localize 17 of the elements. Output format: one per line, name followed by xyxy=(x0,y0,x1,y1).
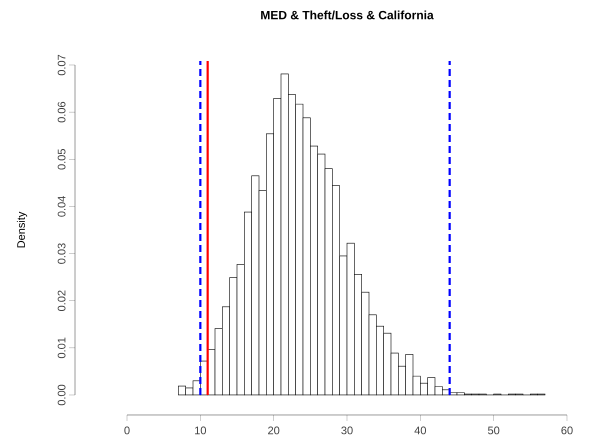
y-tick-label: 0.06 xyxy=(58,102,66,122)
x-tick-label: 20 xyxy=(268,426,280,434)
x-tick-label: 60 xyxy=(561,426,573,434)
chart-title: MED & Theft/Loss & California xyxy=(261,10,434,20)
y-tick-label: 0.00 xyxy=(58,384,66,406)
y-axis-title: Density xyxy=(16,212,28,248)
y-tick-label: 0.01 xyxy=(58,338,66,358)
x-tick-label: 50 xyxy=(488,426,500,434)
y-tick-label: 0.05 xyxy=(58,149,66,170)
y-tick-label: 0.04 xyxy=(58,196,66,217)
y-tick-label: 0.02 xyxy=(58,290,66,311)
x-tick-label: 10 xyxy=(195,426,206,434)
x-tick-label: 40 xyxy=(414,426,426,434)
y-tick-label: 0.07 xyxy=(58,54,66,76)
x-tick-label: 0 xyxy=(124,426,130,434)
x-tick-label: 30 xyxy=(341,426,353,434)
y-tick-label: 0.03 xyxy=(58,243,66,264)
